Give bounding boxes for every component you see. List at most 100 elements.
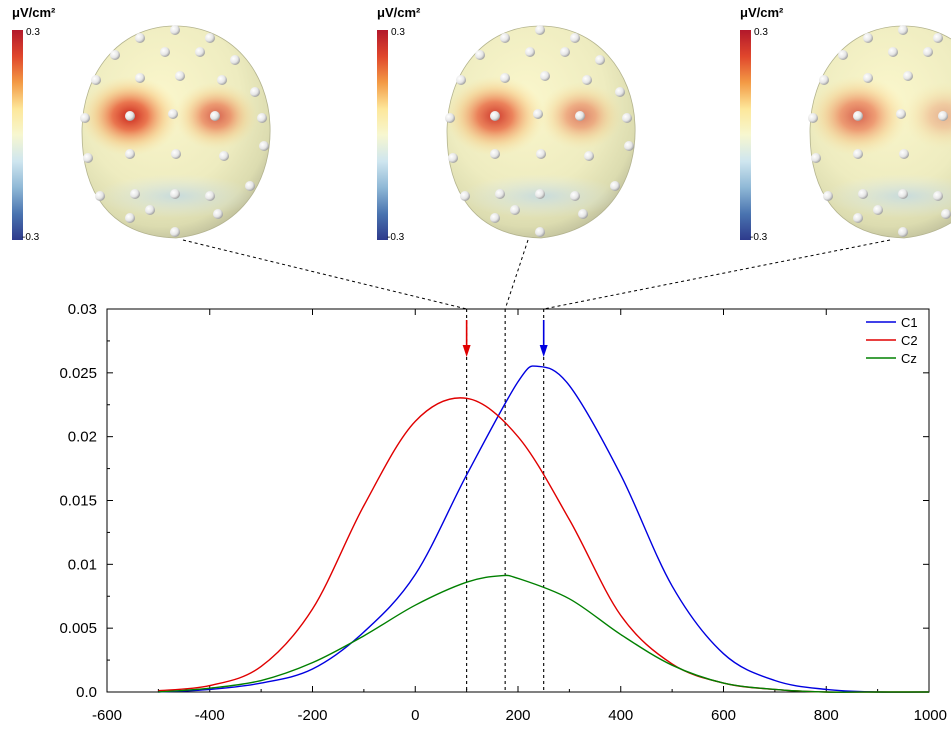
x-tick-label: 200 xyxy=(505,707,530,724)
colorbar-min-label: -0.3 xyxy=(750,232,768,243)
series-line-c1 xyxy=(158,366,929,692)
colorbar-max-label: 0.3 xyxy=(26,27,40,38)
x-tick-label: -400 xyxy=(195,707,225,724)
electrode xyxy=(500,33,510,43)
electrode xyxy=(219,151,229,161)
electrode xyxy=(938,111,948,121)
electrode xyxy=(250,87,260,97)
electrode xyxy=(896,109,906,119)
electrode xyxy=(448,153,458,163)
electrode xyxy=(823,191,833,201)
connector-lines xyxy=(183,240,890,309)
electrode xyxy=(540,71,550,81)
electrode xyxy=(570,33,580,43)
connector-line xyxy=(505,240,528,309)
electrode xyxy=(615,87,625,97)
electrode xyxy=(213,209,223,219)
electrode xyxy=(863,73,873,83)
legend-label: C1 xyxy=(901,315,918,330)
electrode xyxy=(83,153,93,163)
electrode xyxy=(853,149,863,159)
electrode xyxy=(898,189,908,199)
x-axis: -600 -400 -200 0 200 400 600 800 1000 xyxy=(92,309,947,724)
electrode xyxy=(145,205,155,215)
x-tick-label: 0 xyxy=(411,707,419,724)
electrode xyxy=(456,75,466,85)
colorbar-unit: μV/cm² xyxy=(740,5,784,20)
electrode xyxy=(898,227,908,237)
electrode xyxy=(230,55,240,65)
colorbar-max-label: 0.3 xyxy=(754,27,768,38)
colorbar-min-label: -0.3 xyxy=(22,232,40,243)
y-tick-label: 0.01 xyxy=(68,556,97,573)
electrode xyxy=(125,213,135,223)
legend-label: C2 xyxy=(901,333,918,348)
x-tick-label: -200 xyxy=(297,707,327,724)
electrode xyxy=(595,55,605,65)
electrode xyxy=(858,189,868,199)
head-map-1: μV/cm² 0.3 -0.3 xyxy=(12,5,270,243)
electrode xyxy=(125,149,135,159)
electrode xyxy=(170,189,180,199)
x-tick-label: -600 xyxy=(92,707,122,724)
y-tick-label: 0.015 xyxy=(59,493,97,510)
legend: C1 C2 Cz xyxy=(866,315,918,366)
x-tick-label: 800 xyxy=(814,707,839,724)
y-axis: 0.0 0.005 0.01 0.015 0.02 0.025 0.03 xyxy=(59,301,929,701)
y-tick-label: 0.0 xyxy=(76,684,97,701)
electrode xyxy=(898,25,908,35)
colorbar-unit: μV/cm² xyxy=(377,5,421,20)
y-tick-label: 0.005 xyxy=(59,620,97,637)
y-tick-label: 0.03 xyxy=(68,301,97,318)
electrode xyxy=(811,153,821,163)
electrode xyxy=(80,113,90,123)
electrode xyxy=(475,50,485,60)
electrode xyxy=(622,113,632,123)
electrode xyxy=(110,50,120,60)
electrode xyxy=(195,47,205,57)
electrode xyxy=(933,191,943,201)
electrode xyxy=(808,113,818,123)
electrode xyxy=(535,227,545,237)
head-map-3: μV/cm² 0.3 -0.3 xyxy=(740,5,951,243)
electrode xyxy=(853,111,863,121)
colorbar-max-label: 0.3 xyxy=(391,27,405,38)
head-maps: μV/cm² 0.3 -0.3 μV/cm² 0.3 -0.3 μV/cm² 0.3 -0.3 xyxy=(12,5,951,243)
electrode xyxy=(582,75,592,85)
electrode xyxy=(888,47,898,57)
x-tick-label: 600 xyxy=(711,707,736,724)
colorbar xyxy=(12,30,23,240)
electrode xyxy=(205,33,215,43)
electrode xyxy=(933,33,943,43)
electrode xyxy=(560,47,570,57)
electrode xyxy=(899,149,909,159)
electrode xyxy=(460,191,470,201)
electrode xyxy=(210,111,220,121)
electrode xyxy=(257,113,267,123)
electrode xyxy=(170,25,180,35)
electrode xyxy=(510,205,520,215)
electrode xyxy=(903,71,913,81)
electrode xyxy=(490,213,500,223)
electrode xyxy=(135,73,145,83)
electrode xyxy=(500,73,510,83)
series-lines xyxy=(158,366,929,692)
electrode xyxy=(160,47,170,57)
peak-arrow xyxy=(463,320,471,357)
electrode xyxy=(125,111,135,121)
y-tick-label: 0.025 xyxy=(59,365,97,382)
electrode xyxy=(168,109,178,119)
electrode xyxy=(863,33,873,43)
electrode xyxy=(91,75,101,85)
electrode xyxy=(245,181,255,191)
electrode xyxy=(570,191,580,201)
electrode xyxy=(584,151,594,161)
y-tick-label: 0.02 xyxy=(68,429,97,446)
electrode xyxy=(95,191,105,201)
electrode xyxy=(217,75,227,85)
electrode xyxy=(578,209,588,219)
electrode xyxy=(535,25,545,35)
peak-arrow xyxy=(540,320,548,357)
head-map-2: μV/cm² 0.3 -0.3 xyxy=(377,5,635,243)
